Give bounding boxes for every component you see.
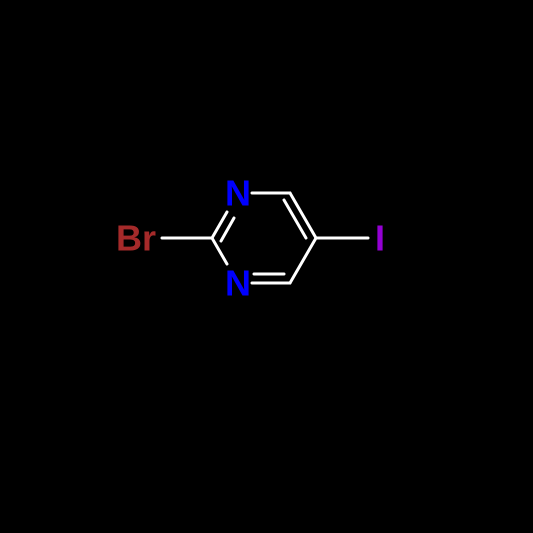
atom-label-br: Br xyxy=(116,218,156,259)
atom-label-i: I xyxy=(375,218,385,259)
bonds-layer xyxy=(162,193,368,283)
bond-line xyxy=(290,238,316,283)
bond-line xyxy=(284,200,306,238)
atom-label-n3: N xyxy=(225,263,251,304)
molecule-diagram: Br N N I xyxy=(0,0,533,533)
atom-label-n1: N xyxy=(225,173,251,214)
bond-line xyxy=(212,238,227,264)
